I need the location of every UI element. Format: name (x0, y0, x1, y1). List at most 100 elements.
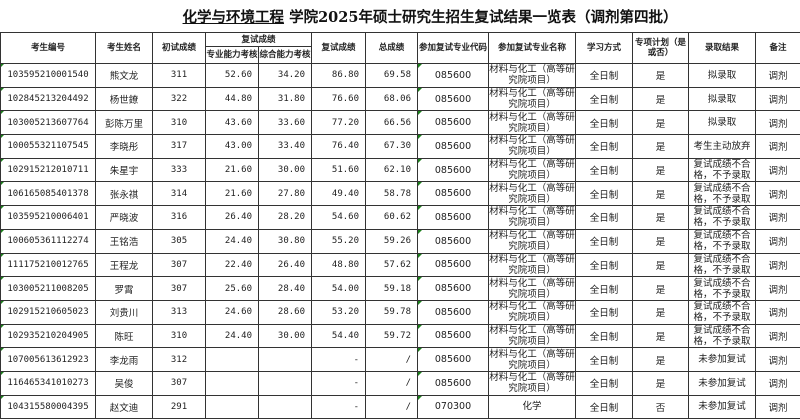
header-note: 备注 (755, 32, 800, 64)
header-major: 参加复试专业名称 (488, 32, 577, 64)
cell-note: 调剂 (755, 252, 800, 278)
cell-result: 复试成绩不合格，不予录取 (688, 323, 757, 349)
cell-name: 王铭浩 (95, 228, 153, 254)
cell-major: 化学 (488, 394, 577, 420)
cell-name: 陈旺 (95, 323, 153, 349)
cell-total: / (365, 370, 419, 396)
cell-prof (205, 394, 259, 420)
cell-note: 调剂 (755, 110, 800, 136)
cell-initial: 333 (152, 157, 206, 183)
cell-special: 是 (632, 157, 690, 183)
cell-mode: 全日制 (575, 205, 634, 230)
table-row: 111175210012765 王程龙 307 22.40 26.40 48.80 57.6… (0, 252, 800, 278)
cell-comp (257, 394, 313, 420)
cell-name: 王程龙 (95, 252, 153, 278)
cell-result: 未参加复试 (688, 394, 757, 420)
cell-total: 62.10 (365, 157, 419, 183)
cell-id: 104315580004395 (0, 394, 96, 420)
cell-code: 085600 (417, 86, 490, 112)
cell-special: 是 (632, 134, 690, 159)
header-mode: 学习方式 (575, 32, 634, 64)
cell-special: 是 (632, 228, 690, 254)
cell-retest: 54.00 (311, 276, 367, 301)
cell-code: 085600 (417, 205, 490, 230)
cell-major: 材料与化工（高等研究院项目） (488, 347, 577, 372)
cell-note: 调剂 (755, 86, 800, 112)
cell-total: 68.06 (365, 86, 419, 112)
cell-prof: 26.40 (205, 205, 259, 230)
cell-name: 李龙雨 (95, 347, 153, 372)
cell-initial: 316 (152, 205, 206, 230)
cell-mode: 全日制 (575, 394, 634, 420)
cell-retest: 76.40 (311, 134, 367, 159)
cell-major: 材料与化工（高等研究院项目） (488, 252, 577, 278)
cell-id: 111175210012765 (0, 252, 96, 278)
cell-comp: 28.60 (257, 299, 313, 325)
header-result: 录取结果 (688, 32, 757, 64)
cell-mode: 全日制 (575, 252, 634, 278)
cell-retest: - (311, 370, 367, 396)
cell-major: 材料与化工（高等研究院项目） (488, 110, 577, 136)
cell-prof: 52.60 (205, 63, 259, 88)
cell-special: 是 (632, 370, 690, 396)
cell-result: 复试成绩不合格，不予录取 (688, 252, 757, 278)
cell-name: 张永祺 (95, 181, 153, 207)
cell-initial: 322 (152, 86, 206, 112)
cell-major: 材料与化工（高等研究院项目） (488, 134, 577, 159)
cell-comp: 27.80 (257, 181, 313, 207)
table-row: 106165085401378 张永祺 314 21.60 27.80 49.40 58.7… (0, 181, 800, 207)
cell-special: 是 (632, 347, 690, 372)
table-row: 102915210605023 刘贵川 313 24.60 28.60 53.20 59.7… (0, 299, 800, 325)
cell-total: 59.18 (365, 276, 419, 301)
cell-total: 60.62 (365, 205, 419, 230)
title-text: 学院2025年硕士研究生招生复试结果一览表（调剂第四批） (289, 9, 678, 26)
cell-code: 085600 (417, 299, 490, 325)
cell-mode: 全日制 (575, 86, 634, 112)
cell-code: 085600 (417, 276, 490, 301)
cell-special: 是 (632, 276, 690, 301)
cell-special: 是 (632, 86, 690, 112)
cell-mode: 全日制 (575, 370, 634, 396)
cell-major: 材料与化工（高等研究院项目） (488, 276, 577, 301)
cell-id: 107005613612923 (0, 347, 96, 372)
cell-id: 100605361112274 (0, 228, 96, 254)
cell-initial: 311 (152, 63, 206, 88)
header-code: 参加复试专业代码 (417, 32, 490, 64)
cell-note: 调剂 (755, 228, 800, 254)
cell-retest: 77.20 (311, 110, 367, 136)
cell-retest: 55.20 (311, 228, 367, 254)
cell-id: 102915212010711 (0, 157, 96, 183)
cell-initial: 310 (152, 323, 206, 349)
cell-total: 59.78 (365, 299, 419, 325)
cell-total: / (365, 394, 419, 420)
cell-total: 59.72 (365, 323, 419, 349)
cell-special: 是 (632, 299, 690, 325)
cell-retest: - (311, 394, 367, 420)
cell-total: 69.58 (365, 63, 419, 88)
college-name: 化学与环境工程 (182, 9, 285, 26)
cell-note: 调剂 (755, 323, 800, 349)
cell-comp: 30.80 (257, 228, 313, 254)
cell-name: 朱星宇 (95, 157, 153, 183)
cell-major: 材料与化工（高等研究院项目） (488, 323, 577, 349)
cell-initial: 291 (152, 394, 206, 420)
cell-comp: 30.00 (257, 323, 313, 349)
table-row: 107005613612923 李龙雨 312 -/085600 材料与化工（高等研究院… (0, 347, 800, 372)
cell-special: 否 (632, 394, 690, 420)
results-table: 考生编号 考生姓名 初试成绩 复试成绩 复试成绩 总成绩 参加复试专业代码 参加… (0, 32, 800, 420)
cell-retest: 54.40 (311, 323, 367, 349)
cell-mode: 全日制 (575, 228, 634, 254)
cell-retest: 54.60 (311, 205, 367, 230)
cell-major: 材料与化工（高等研究院项目） (488, 86, 577, 112)
cell-id: 103005213607764 (0, 110, 96, 136)
cell-result: 拟录取 (688, 110, 757, 136)
cell-code: 085600 (417, 181, 490, 207)
header-retest-group: 复试成绩 (204, 32, 313, 47)
cell-name: 彭陈万里 (95, 110, 153, 136)
cell-note: 调剂 (755, 299, 800, 325)
cell-major: 材料与化工（高等研究院项目） (488, 157, 577, 183)
table-row: 104315580004395 赵文迪 291 -/070300 化学 全日制否未参加复试… (0, 394, 800, 420)
cell-major: 材料与化工（高等研究院项目） (488, 370, 577, 396)
table-row: 103005211008205 罗霄 307 25.60 28.40 54.00 59.18… (0, 276, 800, 301)
header-name: 考生姓名 (95, 32, 153, 64)
